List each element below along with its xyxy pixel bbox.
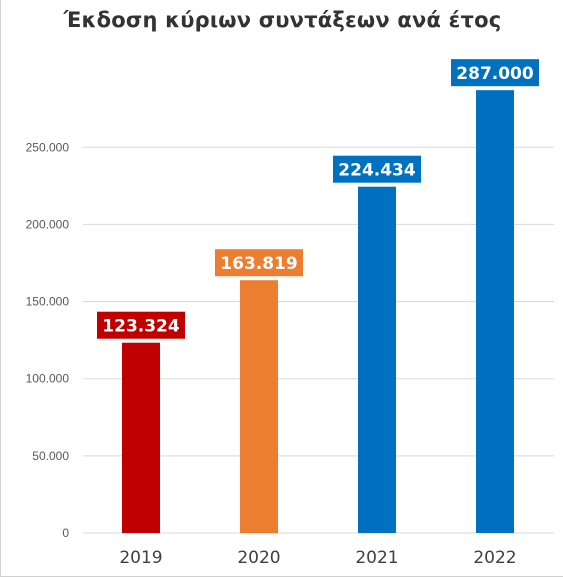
y-tick-label: 250.000 [26, 140, 70, 154]
y-tick-label: 200.000 [26, 217, 70, 231]
x-tick-label: 2020 [237, 548, 280, 568]
x-tick-label: 2022 [473, 548, 516, 568]
y-tick-label: 100.000 [26, 372, 70, 386]
data-label: 287.000 [456, 64, 534, 84]
x-tick-label: 2021 [355, 548, 398, 568]
bar [240, 280, 278, 533]
data-label: 163.819 [220, 254, 297, 274]
bar [476, 90, 514, 533]
y-tick-label: 0 [62, 526, 69, 540]
data-label-box [215, 249, 303, 277]
data-label-box [333, 155, 421, 183]
y-tick-label: 50.000 [32, 449, 69, 463]
data-label: 123.324 [102, 317, 180, 337]
data-label-box [97, 311, 185, 339]
y-tick-label: 150.000 [26, 295, 70, 309]
data-label: 224.434 [338, 161, 416, 181]
data-label-box [451, 59, 539, 87]
bar [122, 342, 160, 533]
chart-title: Έκδοση κύριων συντάξεων ανά έτος [63, 8, 502, 32]
bar [358, 186, 396, 533]
x-tick-label: 2019 [119, 548, 162, 568]
